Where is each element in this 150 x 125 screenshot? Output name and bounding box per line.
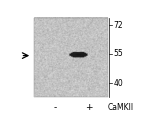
Bar — [34, 18, 108, 97]
Text: -: - — [53, 103, 56, 112]
Text: 72: 72 — [114, 20, 123, 30]
Text: CaMKII: CaMKII — [108, 103, 134, 112]
Text: +: + — [85, 103, 92, 112]
Text: 40: 40 — [114, 78, 123, 88]
Text: 55: 55 — [114, 49, 123, 58]
